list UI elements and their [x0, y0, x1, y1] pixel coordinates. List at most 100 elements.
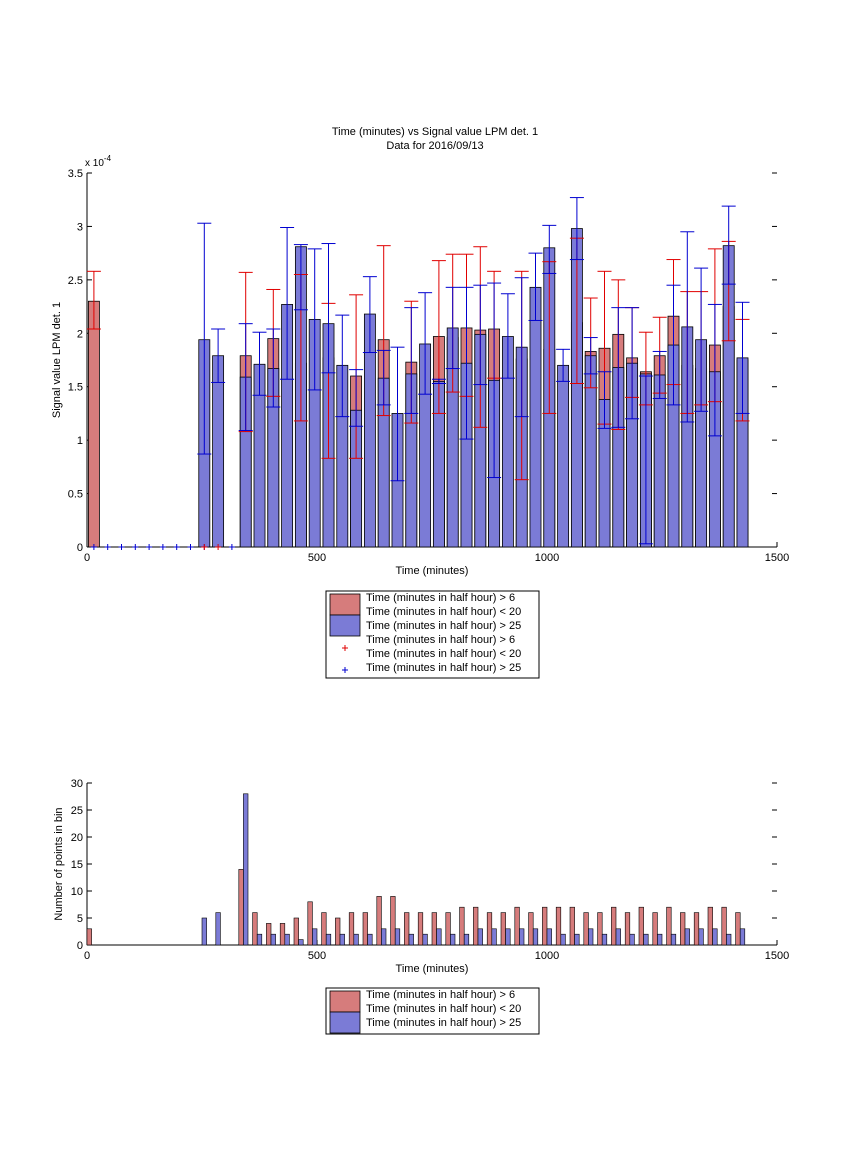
error-bar-series-2 — [542, 224, 557, 274]
error-bar-series-2 — [473, 284, 488, 386]
legend-entry: Time (minutes in half hour) < 20 — [366, 606, 521, 618]
count-bar-series-2 — [643, 933, 649, 946]
zero-marker-series-2 — [104, 544, 111, 550]
signal-plot: 0 0.5 1 1.5 2 2.5 3 3.5 0 500 1000 1500 x 10-4 Time (… — [51, 154, 789, 577]
count-bar-series-2 — [243, 793, 249, 946]
count-bar-series-1 — [569, 906, 575, 946]
error-bar-series-2 — [694, 267, 709, 412]
count-bar-series-2 — [367, 933, 373, 946]
y-tick-label: 5 — [77, 913, 83, 925]
error-bar-series-2 — [376, 349, 391, 406]
count-bar-series-2 — [491, 928, 497, 946]
error-bar-series-2 — [197, 222, 212, 455]
y-tick-label: 3 — [77, 221, 83, 233]
count-bar-series-1 — [555, 906, 562, 946]
count-bar-series-1 — [486, 912, 493, 946]
count-bar-series-2 — [353, 933, 359, 946]
bar-series-1 — [87, 300, 100, 548]
zero-marker-series-1 — [215, 544, 222, 550]
error-bar-series-2 — [307, 248, 322, 391]
error-bar-series-2 — [500, 293, 515, 379]
count-bar-series-1 — [638, 906, 644, 946]
legend-entry: Time (minutes in half hour) < 20 — [366, 648, 521, 660]
count-bar-series-1 — [266, 923, 272, 946]
error-bar-series-2 — [266, 328, 281, 408]
y-tick-label: 3.5 — [68, 168, 83, 180]
count-bar-series-1 — [459, 906, 465, 946]
count-bar-series-2 — [408, 933, 414, 946]
count-bar-series-1 — [348, 912, 355, 946]
error-bar-series-2 — [569, 197, 584, 261]
count-bar-series-2 — [450, 933, 456, 946]
zero-marker-series-2 — [118, 544, 125, 550]
count-bar-series-1 — [252, 912, 258, 946]
count-bar-series-1 — [597, 912, 603, 946]
zero-marker-series-2 — [159, 544, 166, 550]
count-bar-series-1 — [514, 906, 520, 946]
count-bar-series-1 — [735, 912, 741, 946]
count-bar-series-2 — [698, 928, 704, 946]
error-bar-series-2 — [652, 350, 667, 399]
legend-box — [325, 987, 540, 1035]
count-bar-series-1 — [390, 896, 396, 946]
error-bar-series-2 — [583, 337, 598, 375]
error-bar-series-2 — [390, 346, 405, 482]
y-tick-label: 1.5 — [68, 382, 83, 394]
error-bar-series-2 — [238, 323, 253, 432]
x-tick-label: 0 — [84, 950, 90, 962]
error-bar-series-2 — [611, 307, 626, 428]
y-tick-label: 30 — [71, 778, 83, 790]
count-bar-series-2 — [298, 939, 304, 946]
legend-entry: Time (minutes in half hour) > 6 — [366, 592, 515, 604]
count-bar-series-2 — [312, 928, 318, 946]
count-bar-series-2 — [325, 933, 332, 946]
x-axis-label: Time (minutes) — [396, 565, 469, 577]
count-bar-series-2 — [588, 928, 594, 946]
error-bar-series-2 — [293, 244, 308, 311]
count-bar-series-2 — [270, 933, 276, 946]
count-bar-series-1 — [666, 906, 672, 946]
legend-swatch-series-2 — [329, 614, 361, 637]
count-bar-series-1 — [417, 912, 424, 946]
legend-marker-series-2 — [342, 667, 348, 673]
error-bar-series-2 — [597, 371, 612, 429]
count-bar-series-2 — [574, 933, 580, 946]
error-bar-series-2 — [418, 292, 433, 395]
y-tick-label: 20 — [71, 832, 83, 844]
count-bar-series-2 — [215, 912, 221, 946]
count-bar-series-2 — [201, 917, 207, 946]
error-bar-series-2 — [735, 301, 750, 414]
count-bar-series-2 — [381, 928, 387, 946]
count-bar-series-2 — [505, 928, 511, 946]
zero-marker-series-2 — [228, 544, 235, 550]
count-bar-series-1 — [321, 912, 327, 946]
count-bar-series-1 — [279, 923, 286, 946]
y-tick-label: 1 — [77, 435, 83, 447]
count-bar-series-2 — [519, 928, 525, 946]
signal-legend: Time (minutes in half hour) > 6 Time (min… — [325, 590, 540, 679]
legend-marker-series-1 — [342, 645, 348, 651]
count-bar-series-2 — [739, 928, 746, 946]
error-bar-series-2 — [335, 314, 350, 418]
count-bar-series-2 — [463, 933, 470, 946]
count-bar-series-2 — [657, 933, 663, 946]
count-bar-series-2 — [670, 933, 677, 946]
count-bar-series-1 — [721, 906, 727, 946]
error-bar-series-2 — [431, 378, 446, 385]
count-bar-series-2 — [532, 928, 539, 946]
count-bar-series-1 — [707, 906, 713, 946]
count-bar-series-2 — [477, 928, 483, 946]
error-bar-series-2 — [362, 276, 377, 354]
count-bar-series-1 — [431, 912, 437, 946]
y-tick-label: 2 — [77, 328, 83, 340]
bar-series-2 — [557, 364, 570, 548]
y-tick-label: 2.5 — [68, 275, 83, 287]
count-bar-series-1 — [528, 912, 534, 946]
error-bar-series-1 — [431, 260, 446, 414]
error-bar-series-2 — [625, 307, 640, 420]
error-bar-series-2 — [280, 226, 295, 380]
legend-swatch-series-1 — [329, 990, 361, 1013]
count-bar-series-1 — [404, 912, 410, 946]
